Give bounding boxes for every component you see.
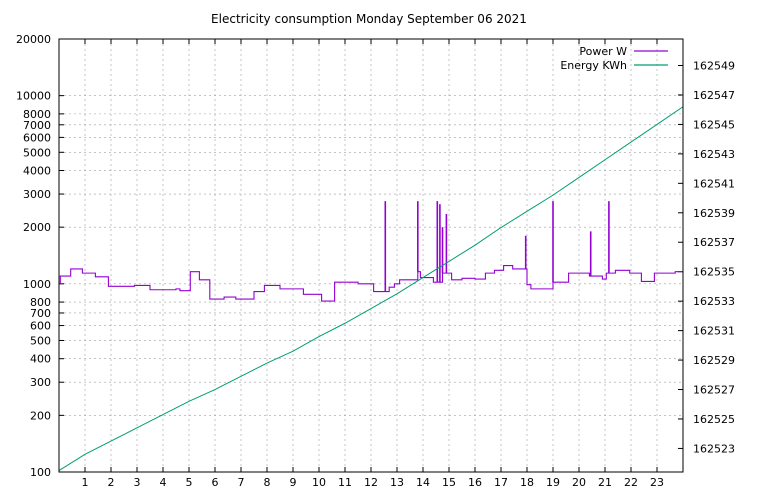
y-tick-label: 5000 [23,146,51,159]
x-tick-label: 23 [650,476,664,489]
y-tick-label: 6000 [23,131,51,144]
x-tick-label: 18 [520,476,534,489]
x-tick-label: 22 [624,476,638,489]
x-tick-label: 13 [390,476,404,489]
y-tick-label: 600 [30,320,51,333]
series-power-line [59,265,683,302]
series-energy-line [58,106,684,471]
y-tick-label: 3000 [23,188,51,201]
y-tick-label: 20000 [16,33,51,46]
plot-frame [58,38,684,473]
y2-tick-label: 162535 [693,266,735,279]
x-tick-label: 19 [546,476,560,489]
y2-tick-label: 162539 [693,207,735,220]
y2-tick-label: 162527 [693,384,735,397]
x-tick-label: 14 [416,476,430,489]
x-tick-label: 12 [364,476,378,489]
x-tick-label: 17 [494,476,508,489]
series [58,106,684,471]
y2-tick-label: 162547 [693,89,735,102]
legend: Power W Energy KWh [560,45,668,72]
y2-tick-label: 162531 [693,325,735,338]
y2-tick-label: 162529 [693,354,735,367]
x-tick-label: 1 [82,476,89,489]
y2-axis-tick-labels: 162523 162525 162527 162529 162531 162533 1625… [693,60,735,456]
y2-tick-label: 162525 [693,413,735,426]
x-axis-tick-labels: 1 2 3 4 5 6 7 8 9 10 11 12 13 14 15 16 17 18 19 20 21 22 23 [82,476,665,489]
y-tick-label: 8000 [23,108,51,121]
y-tick-label: 500 [30,334,51,347]
y-tick-label: 400 [30,353,51,366]
y2-tick-label: 162545 [693,118,735,131]
x-tick-label: 20 [572,476,586,489]
x-tick-label: 11 [338,476,352,489]
x-tick-label: 15 [442,476,456,489]
x-tick-label: 21 [598,476,612,489]
y2-tick-label: 162541 [693,177,735,190]
y2-tick-label: 162533 [693,295,735,308]
grid [59,38,683,473]
x-tick-label: 4 [160,476,167,489]
y2-tick-label: 162523 [693,442,735,455]
y-tick-label: 100 [30,466,51,479]
y-tick-label: 10000 [16,90,51,103]
y-tick-label: 7000 [23,119,51,132]
x-tick-label: 9 [290,476,297,489]
legend-label-power: Power W [579,45,627,58]
y-tick-label: 4000 [23,165,51,178]
y2-tick-label: 162537 [693,236,735,249]
x-tick-label: 16 [468,476,482,489]
x-tick-label: 6 [212,476,219,489]
y-tick-label: 1000 [23,278,51,291]
y-tick-label: 200 [30,409,51,422]
y-tick-label: 2000 [23,221,51,234]
x-tick-label: 8 [264,476,271,489]
x-tick-label: 10 [312,476,326,489]
legend-label-energy: Energy KWh [560,59,627,72]
y-tick-label: 800 [30,296,51,309]
x-tick-label: 2 [108,476,115,489]
y-tick-label: 700 [30,307,51,320]
y2-tick-label: 162543 [693,148,735,161]
x-tick-label: 3 [134,476,141,489]
y-tick-label: 300 [30,376,51,389]
y2-tick-label: 162549 [693,60,735,73]
x-tick-label: 7 [238,476,245,489]
x-tick-label: 5 [186,476,193,489]
chart-title: Electricity consumption Monday September… [211,12,527,26]
